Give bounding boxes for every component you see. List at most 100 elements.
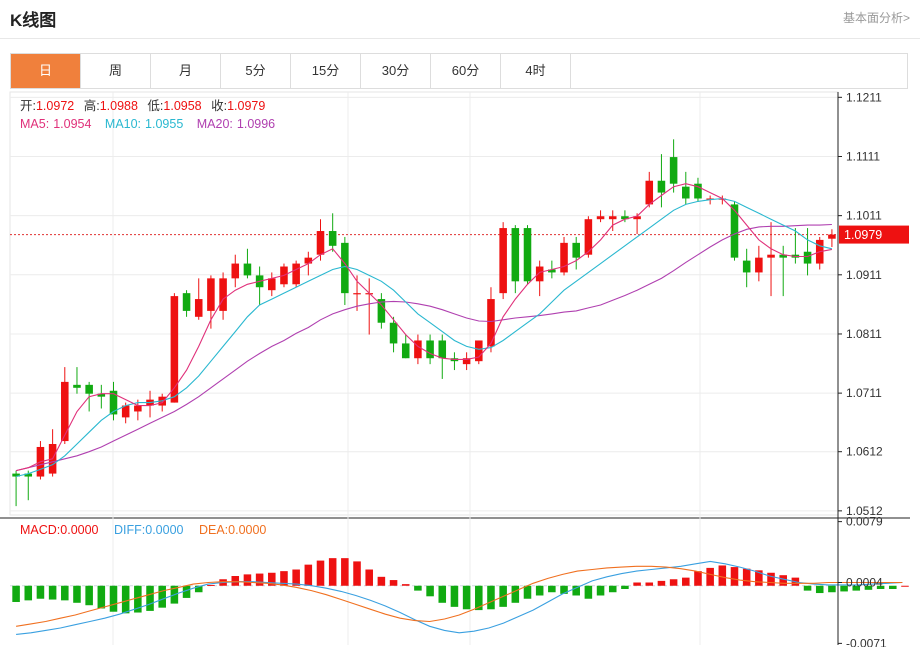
- tab-60min[interactable]: 60分: [431, 54, 501, 88]
- macd-bar: [889, 585, 897, 589]
- candle-body: [377, 299, 386, 323]
- macd-bar: [121, 585, 130, 614]
- macd-y-tick-label: 0.0004: [846, 576, 883, 590]
- macd-bar: [779, 575, 787, 586]
- tab-5min[interactable]: 5分: [221, 54, 291, 88]
- candle-body: [767, 254, 775, 258]
- macd-bar: [462, 585, 471, 610]
- ma20-label: MA20:: [197, 117, 233, 131]
- low-value: 1.0958: [163, 99, 201, 113]
- macd-bar: [475, 585, 483, 611]
- candle-body: [548, 269, 556, 273]
- candle-body: [304, 257, 313, 264]
- candle-body: [97, 393, 106, 397]
- ma-legend: MA5: 1.0954 MA10: 1.0955 MA20: 1.0996: [20, 117, 275, 131]
- candle: [268, 272, 276, 297]
- close-value: 1.0979: [227, 99, 265, 113]
- candle: [572, 236, 580, 270]
- y-tick-label: 1.1011: [846, 209, 882, 223]
- macd-value: 0.0000: [60, 523, 98, 537]
- macd-bar: [12, 585, 20, 602]
- candle: [341, 236, 349, 305]
- macd-bar: [268, 572, 276, 586]
- macd-bar: [864, 585, 873, 590]
- macd-bar: [828, 585, 836, 593]
- candle-body: [730, 204, 739, 258]
- candle: [243, 248, 252, 279]
- macd-bar: [401, 584, 410, 586]
- candle: [219, 272, 227, 320]
- candle: [535, 260, 544, 297]
- candle: [255, 266, 264, 305]
- tab-4h[interactable]: 4时: [501, 54, 571, 88]
- macd-bar: [231, 576, 240, 586]
- axes: 1.1211 1.1111 1.1011 1.0911 1.0811 1.0711 1.06…: [837, 90, 909, 647]
- macd-bar: [633, 582, 641, 586]
- candle-body: [535, 266, 544, 282]
- macd-bar: [682, 577, 690, 586]
- macd-bar: [706, 567, 714, 586]
- candle: [231, 254, 240, 288]
- candle-body: [596, 216, 605, 220]
- ma10-value: 1.0955: [145, 117, 183, 131]
- macd-bar: [730, 567, 739, 586]
- fundamental-analysis-link[interactable]: 基本面分析>: [842, 11, 910, 25]
- tab-30min[interactable]: 30分: [361, 54, 431, 88]
- macd-bar: [487, 585, 495, 610]
- candle: [487, 287, 495, 353]
- macd-bar: [694, 571, 702, 586]
- candle-body: [633, 216, 641, 220]
- current-price-label: 1.0979: [844, 228, 882, 242]
- macd-bar: [243, 574, 252, 586]
- macd-bar: [207, 584, 215, 586]
- candle-body: [803, 251, 812, 264]
- candle: [803, 228, 812, 276]
- macd-label: MACD:: [20, 523, 60, 537]
- candle: [828, 229, 836, 248]
- candle-body: [779, 254, 787, 258]
- macd-bar: [109, 585, 118, 612]
- candle: [414, 334, 422, 365]
- candle: [755, 245, 763, 282]
- tab-15min[interactable]: 15分: [291, 54, 361, 88]
- candle-body: [523, 228, 532, 282]
- open-label: 开:: [20, 99, 36, 113]
- candle-body: [706, 198, 714, 200]
- candle-body: [194, 299, 203, 317]
- candle-body: [268, 278, 276, 291]
- candle-body: [669, 157, 678, 184]
- macd-bar: [341, 558, 349, 586]
- candle-body: [61, 381, 69, 442]
- candle-body: [341, 242, 349, 294]
- macd-bar: [852, 585, 861, 591]
- diff-line: [16, 560, 903, 635]
- tab-day[interactable]: 日: [11, 54, 81, 88]
- y-tick-label: 1.0711: [846, 386, 882, 400]
- candle: [596, 210, 605, 223]
- candle-body: [475, 340, 483, 362]
- y-tick-label: 1.0512: [846, 504, 883, 518]
- candle: [730, 201, 739, 261]
- candle: [389, 316, 398, 353]
- page-title: K线图: [10, 11, 57, 30]
- candle: [584, 216, 593, 258]
- candle: [12, 470, 20, 507]
- low-label: 低:: [147, 99, 163, 113]
- candle: [462, 352, 471, 371]
- y-tick-label: 1.0811: [846, 327, 882, 341]
- candle: [621, 210, 629, 223]
- macd-bar: [414, 585, 422, 591]
- ma5-label: MA5:: [20, 117, 49, 131]
- macd-bar: [97, 585, 106, 609]
- tab-week[interactable]: 周: [81, 54, 151, 88]
- tab-month[interactable]: 月: [151, 54, 221, 88]
- macd-bar: [182, 585, 191, 598]
- candle-body: [292, 263, 300, 285]
- dea-label: DEA:: [199, 523, 228, 537]
- candle-body: [121, 405, 130, 418]
- macd-bar: [511, 585, 520, 603]
- macd-bar: [85, 585, 93, 606]
- macd-bar: [669, 579, 678, 586]
- high-label: 高:: [84, 98, 100, 113]
